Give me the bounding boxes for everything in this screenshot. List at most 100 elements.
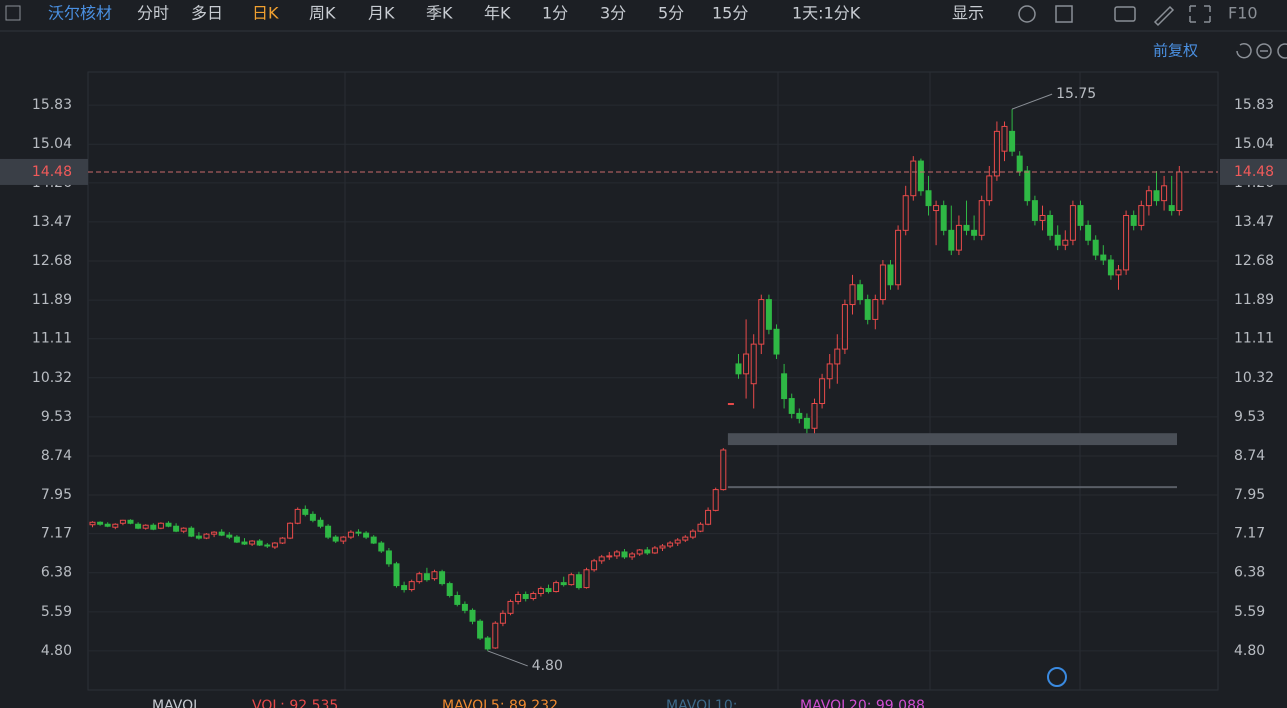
candle-body	[568, 574, 575, 586]
candle-body	[461, 603, 468, 611]
y-tick-label: 9.53	[41, 409, 72, 425]
y-tick-label: 7.95	[41, 487, 72, 503]
candle-body	[537, 588, 544, 595]
vol-value: VOL: 92,535	[252, 698, 338, 708]
period-tab[interactable]: 分时	[137, 4, 169, 23]
y-tick-label: 15.83	[32, 97, 72, 113]
period-tab[interactable]: 周K	[309, 4, 336, 23]
candle-body	[933, 205, 940, 212]
stock-name[interactable]: 沃尔核材	[48, 4, 112, 23]
candle-body	[515, 594, 522, 602]
candle-body	[157, 522, 164, 529]
period-tab[interactable]: 5分	[658, 4, 684, 23]
candle-body	[454, 594, 461, 605]
candle-body	[1092, 239, 1099, 256]
candle-body	[1145, 190, 1152, 207]
candle-body	[195, 535, 202, 539]
y-tick-label: 11.11	[32, 331, 72, 347]
candle-body	[378, 542, 385, 552]
candle-body	[560, 582, 567, 586]
period-tab[interactable]: 年K	[484, 4, 511, 23]
y-tick-label: 11.89	[32, 292, 72, 308]
y-tick-label: 7.17	[41, 526, 72, 542]
candle-body	[667, 542, 674, 547]
period-tab[interactable]: 1分	[542, 4, 568, 23]
candle-body	[218, 531, 225, 536]
candle-body	[142, 524, 149, 529]
f10[interactable]: F10	[1228, 4, 1258, 23]
candle-body	[553, 582, 560, 593]
candle-body	[1115, 269, 1122, 276]
candle-body	[743, 353, 750, 375]
period-tab[interactable]: 3分	[600, 4, 626, 23]
candle-body	[841, 304, 848, 350]
candle-body	[264, 544, 271, 547]
candle-body	[484, 637, 491, 650]
period-tab[interactable]: 月K	[368, 4, 395, 23]
candle-body	[439, 571, 446, 585]
candle-body	[1107, 259, 1114, 276]
candle-body	[917, 160, 924, 192]
indicator-name[interactable]: MAVOL	[152, 698, 201, 708]
candle-body	[408, 581, 415, 591]
candle-body	[1176, 171, 1183, 212]
candle-body	[826, 363, 833, 380]
candle-body	[302, 508, 309, 515]
sidebar-icon[interactable]	[5, 5, 21, 21]
candle-body	[834, 348, 841, 365]
candle-body	[727, 403, 734, 406]
candle-body	[895, 229, 902, 286]
candle-body	[347, 531, 354, 538]
candle-body	[659, 545, 666, 549]
candle-body	[1009, 130, 1016, 152]
candle-body	[872, 299, 879, 320]
candle-body	[1054, 234, 1061, 246]
candle-body	[735, 363, 742, 375]
y-tick-label-right: 4.80	[1234, 643, 1265, 659]
candle-body	[819, 378, 826, 405]
candle-body	[492, 622, 499, 649]
period-tab[interactable]: 季K	[426, 4, 453, 23]
candle-body	[1047, 214, 1054, 236]
price-tag-bg	[1220, 158, 1287, 185]
toolbar-icons[interactable]	[1018, 5, 1287, 59]
candle-body	[545, 588, 552, 593]
candle-body	[135, 523, 142, 529]
candle-body	[112, 523, 119, 528]
candle-body	[887, 264, 894, 286]
candle-body	[1138, 205, 1145, 226]
candle-body	[879, 264, 886, 301]
candle-body	[705, 509, 712, 525]
candle-body	[613, 551, 620, 557]
candle-body	[575, 574, 582, 589]
range-select[interactable]: 1天:1分K	[792, 4, 861, 23]
candle-body	[636, 549, 643, 555]
vol-value: MAVOL10:	[666, 698, 737, 708]
period-tab[interactable]: 多日	[191, 4, 223, 23]
adjust-mode[interactable]: 前复权	[1153, 42, 1198, 60]
candle-body	[431, 571, 438, 580]
annotation-leader	[487, 650, 528, 667]
locate-icon[interactable]	[1047, 667, 1067, 687]
candle-body	[788, 398, 795, 414]
display-menu[interactable]: 显示	[952, 4, 984, 23]
candle-body	[1100, 254, 1107, 261]
y-tick-label-right: 11.11	[1234, 331, 1274, 347]
candle-body	[849, 284, 856, 306]
candle-body	[127, 519, 134, 524]
candle-body	[674, 539, 681, 544]
y-tick-label: 10.32	[32, 370, 72, 386]
candle-body	[249, 540, 256, 545]
candle-body	[629, 553, 636, 558]
y-tick-label: 8.74	[41, 448, 72, 464]
candle-body	[902, 195, 909, 231]
period-tab[interactable]: 15分	[712, 4, 748, 23]
period-tab[interactable]: 日K	[252, 4, 279, 23]
y-tick-label: 13.47	[32, 214, 72, 230]
candle-body	[781, 373, 788, 400]
y-tick-label: 4.80	[41, 643, 72, 659]
candle-body	[317, 519, 324, 527]
current-price-left: 14.48	[32, 164, 72, 180]
candle-body	[978, 200, 985, 236]
